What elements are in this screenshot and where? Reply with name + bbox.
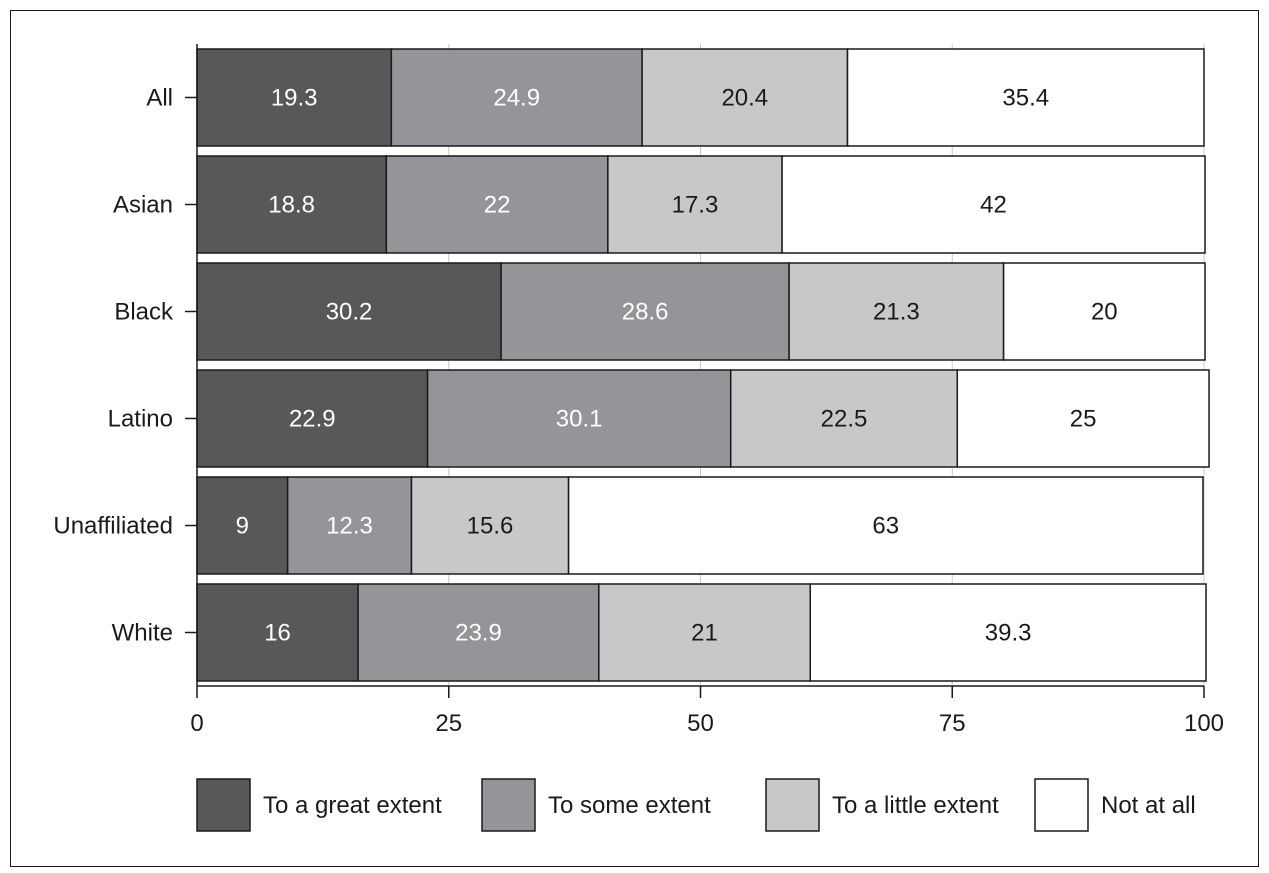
data-label-unaffiliated-to-some-extent: 12.3: [326, 513, 373, 540]
y-label-unaffiliated: Unaffiliated: [53, 513, 173, 540]
data-label-unaffiliated-to-a-little-extent: 15.6: [467, 513, 514, 540]
legend-swatch-not-at-all: [1034, 778, 1089, 832]
bar-black-to-a-great-extent: [196, 262, 502, 361]
bar-black-to-some-extent: [500, 262, 790, 361]
bar-all-to-some-extent: [390, 48, 643, 147]
data-label-asian-to-a-little-extent: 17.3: [672, 192, 719, 219]
data-label-white-not-at-all: 39.3: [985, 620, 1032, 647]
data-label-asian-to-some-extent: 22: [484, 192, 511, 219]
y-label-black: Black: [114, 299, 174, 326]
data-label-latino-not-at-all: 25: [1070, 406, 1097, 433]
data-label-black-to-a-great-extent: 30.2: [326, 299, 373, 326]
data-label-black-to-some-extent: 28.6: [622, 299, 669, 326]
bar-all-not-at-all: [846, 48, 1205, 147]
legend-label-not-at-all: Not at all: [1101, 792, 1196, 819]
data-label-asian-to-a-great-extent: 18.8: [268, 192, 315, 219]
bar-asian-to-a-great-extent: [196, 155, 388, 254]
data-label-all-to-a-great-extent: 19.3: [271, 85, 318, 112]
data-label-latino-to-a-little-extent: 22.5: [821, 406, 868, 433]
bar-unaffiliated-to-some-extent: [286, 476, 413, 575]
data-label-unaffiliated-to-a-great-extent: 9: [236, 513, 249, 540]
bar-latino-to-a-great-extent: [196, 369, 429, 468]
legend-swatch-to-a-great-extent: [196, 778, 251, 832]
y-label-white: White: [112, 620, 173, 647]
data-label-all-to-some-extent: 24.9: [493, 85, 540, 112]
x-tick-label-100: 100: [1184, 710, 1224, 737]
bar-asian-to-a-little-extent: [607, 155, 783, 254]
data-label-latino-to-some-extent: 30.1: [556, 406, 603, 433]
data-label-white-to-a-little-extent: 21: [691, 620, 718, 647]
x-tick-label-50: 50: [687, 710, 714, 737]
bar-white-not-at-all: [809, 583, 1207, 682]
legend-label-to-a-little-extent: To a little extent: [832, 792, 999, 819]
legend-label-to-a-great-extent: To a great extent: [263, 792, 442, 819]
y-label-all: All: [146, 85, 173, 112]
bar-latino-not-at-all: [956, 369, 1210, 468]
y-label-latino: Latino: [108, 406, 173, 433]
data-label-unaffiliated-not-at-all: 63: [872, 513, 899, 540]
legend-swatch-to-some-extent: [481, 778, 536, 832]
data-label-black-to-a-little-extent: 21.3: [873, 299, 920, 326]
data-label-all-to-a-little-extent: 20.4: [721, 85, 768, 112]
bar-latino-to-a-little-extent: [729, 369, 959, 468]
legend-label-to-some-extent: To some extent: [548, 792, 711, 819]
y-label-asian: Asian: [113, 192, 173, 219]
bar-asian-to-some-extent: [385, 155, 609, 254]
data-label-all-not-at-all: 35.4: [1002, 85, 1049, 112]
data-label-white-to-some-extent: 23.9: [455, 620, 502, 647]
data-label-latino-to-a-great-extent: 22.9: [289, 406, 336, 433]
x-tick-label-0: 0: [190, 710, 203, 737]
bar-white-to-a-little-extent: [598, 583, 812, 682]
x-tick-label-75: 75: [939, 710, 966, 737]
bar-unaffiliated-not-at-all: [567, 476, 1204, 575]
data-label-black-not-at-all: 20: [1091, 299, 1118, 326]
data-label-white-to-a-great-extent: 16: [264, 620, 291, 647]
bar-all-to-a-little-extent: [641, 48, 849, 147]
bar-latino-to-some-extent: [426, 369, 732, 468]
legend-swatch-to-a-little-extent: [765, 778, 820, 832]
bar-white-to-some-extent: [357, 583, 600, 682]
data-label-asian-not-at-all: 42: [980, 192, 1007, 219]
bar-black-not-at-all: [1002, 262, 1206, 361]
x-tick-label-25: 25: [435, 710, 462, 737]
bar-asian-not-at-all: [781, 155, 1206, 254]
bar-black-to-a-little-extent: [788, 262, 1005, 361]
bar-unaffiliated-to-a-great-extent: [196, 476, 289, 575]
